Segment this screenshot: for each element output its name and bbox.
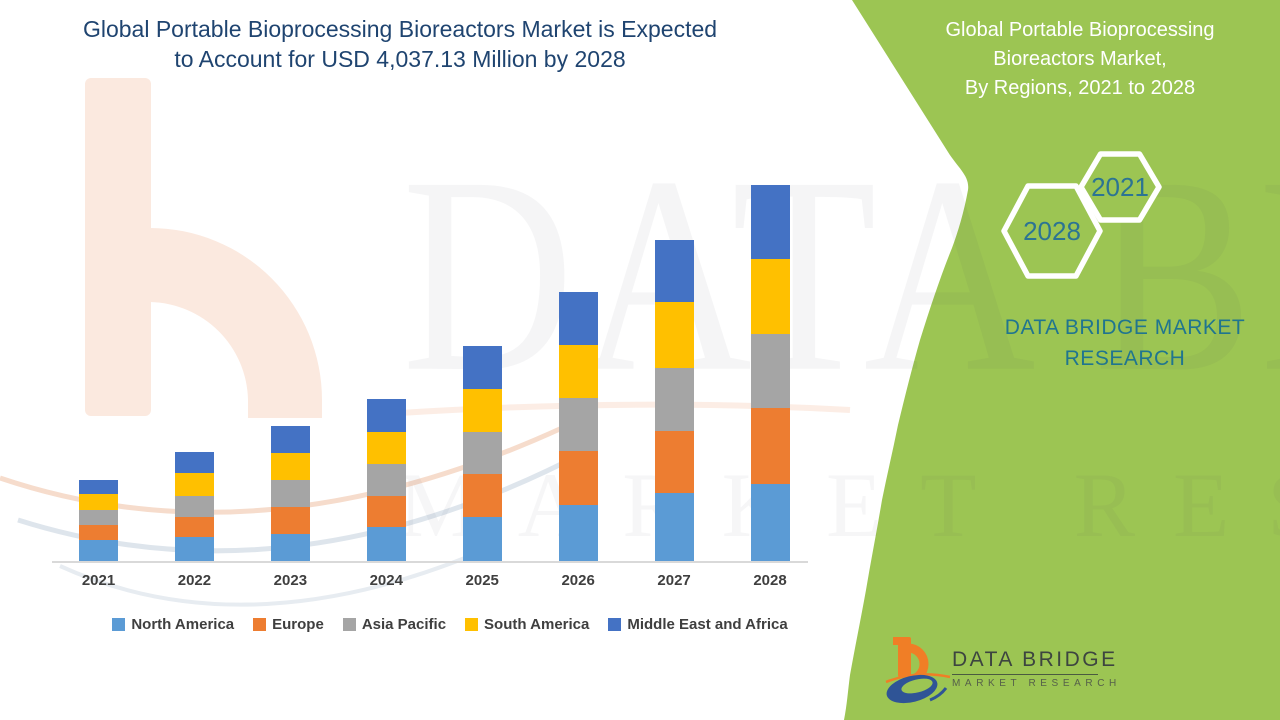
legend-item-north-america: North America xyxy=(112,616,234,633)
legend-item-middle-east-and-africa: Middle East and Africa xyxy=(608,616,788,633)
page-title: Global Portable Bioprocessing Bioreactor… xyxy=(20,14,780,74)
panel-title-line2: Bioreactors Market, xyxy=(993,48,1167,70)
panel-title: Global Portable Bioprocessing Bioreactor… xyxy=(900,16,1260,103)
legend-swatch-icon xyxy=(112,618,126,631)
legend-label: Europe xyxy=(272,616,324,633)
legend-label: South America xyxy=(484,616,590,633)
footer-logo-subtitle: MARKET RESEARCH xyxy=(952,678,1121,689)
legend-label: North America xyxy=(131,616,235,633)
footer-logo-rule xyxy=(952,674,1098,675)
legend-item-south-america: South America xyxy=(465,616,589,633)
footer-logo-name: DATA BRIDGE xyxy=(952,648,1118,671)
watermark-text-row2: MARKET RESEARCH xyxy=(398,454,1280,556)
legend-label: Asia Pacific xyxy=(361,616,447,633)
legend-swatch-icon xyxy=(608,618,622,631)
brand-text: DATA BRIDGE MARKET RESEARCH xyxy=(965,312,1280,374)
page-title-line2: to Account for USD 4,037.13 Million by 2… xyxy=(174,46,626,72)
legend-item-asia-pacific: Asia Pacific xyxy=(342,616,447,633)
x-axis-line xyxy=(52,561,808,563)
legend-swatch-icon xyxy=(465,618,479,631)
brand-text-line2: RESEARCH xyxy=(1064,347,1186,370)
legend-item-europe: Europe xyxy=(253,616,324,633)
legend-swatch-icon xyxy=(342,618,356,631)
legend-swatch-icon xyxy=(253,618,267,631)
chart-legend: North America Europe Asia Pacific South Ame… xyxy=(30,616,870,633)
brand-text-line1: DATA BRIDGE MARKET xyxy=(1004,316,1246,339)
legend-label: Middle East and Africa xyxy=(627,616,788,633)
panel-title-line1: Global Portable Bioprocessing xyxy=(945,19,1215,41)
page-title-line1: Global Portable Bioprocessing Bioreactor… xyxy=(82,16,718,42)
panel-title-line3: By Regions, 2021 to 2028 xyxy=(964,77,1196,99)
hexagon-2028-label: 2028 xyxy=(1023,216,1081,246)
hexagon-2021-label: 2021 xyxy=(1091,172,1149,202)
